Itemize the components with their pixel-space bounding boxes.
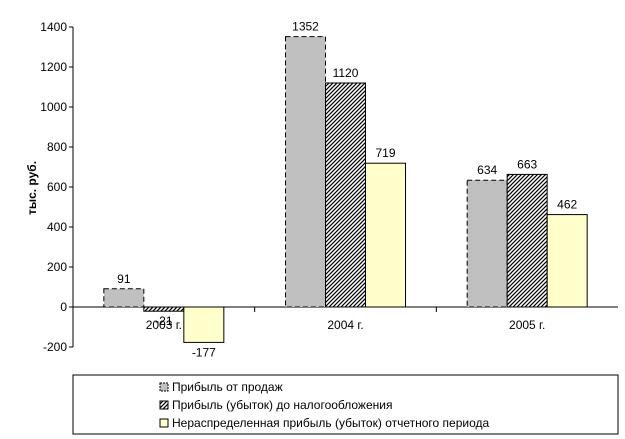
legend-label: Прибыль (убыток) до налогообложения bbox=[172, 398, 392, 412]
bar-series-2 bbox=[143, 306, 185, 312]
bar-series-3 bbox=[546, 214, 588, 308]
data-label: 91 bbox=[117, 272, 131, 286]
x-category-label: 2004 г. bbox=[327, 318, 363, 332]
data-label: 634 bbox=[477, 163, 497, 177]
bar-series-1 bbox=[103, 288, 145, 308]
bar-series-1 bbox=[285, 36, 326, 308]
x-category-label: 2005 г. bbox=[509, 318, 545, 332]
data-label: 663 bbox=[517, 157, 537, 171]
bar-series-2 bbox=[506, 173, 548, 308]
data-label: 1120 bbox=[333, 66, 359, 80]
y-tick-label: 600 bbox=[47, 180, 67, 194]
y-tick-label: -200 bbox=[43, 340, 67, 354]
data-label: 719 bbox=[375, 146, 395, 160]
x-category-label: 2003 г. bbox=[146, 318, 182, 332]
legend-label: Прибыль от продаж bbox=[172, 380, 283, 394]
y-tick-label: 1000 bbox=[40, 100, 67, 114]
y-axis-title: тыс. руб. bbox=[25, 161, 39, 215]
data-label: -21 bbox=[155, 314, 173, 328]
legend-swatch-3 bbox=[159, 418, 169, 428]
data-label: -177 bbox=[192, 345, 216, 359]
y-tick-label: 800 bbox=[47, 140, 67, 154]
y-tick-label: 1200 bbox=[40, 60, 67, 74]
bar-series-2 bbox=[325, 82, 366, 308]
legend-swatch-1 bbox=[159, 382, 169, 392]
bar-series-1 bbox=[466, 179, 508, 308]
bar-series-3 bbox=[365, 162, 406, 308]
bar-series-3 bbox=[183, 306, 225, 343]
y-tick-label: 400 bbox=[47, 220, 67, 234]
y-tick-label: 200 bbox=[47, 260, 67, 274]
legend-label: Нераспределенная прибыль (убыток) отчетн… bbox=[172, 416, 490, 430]
y-tick-label: 0 bbox=[60, 300, 67, 314]
data-label: 1352 bbox=[292, 20, 319, 34]
y-tick-label: 1400 bbox=[40, 20, 67, 34]
data-label: 462 bbox=[557, 198, 577, 212]
legend-swatch-2 bbox=[159, 400, 169, 410]
